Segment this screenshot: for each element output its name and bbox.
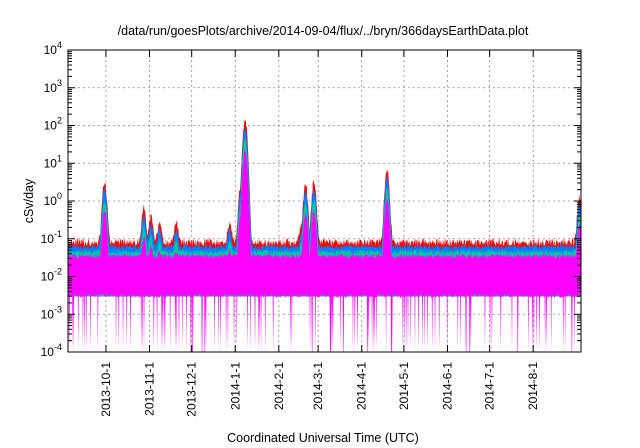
x-tick-label: 2014-1-1 — [228, 362, 242, 410]
y-tick-label: 102 — [44, 116, 62, 133]
x-tick-label: 2014-5-1 — [397, 362, 411, 410]
x-axis: 2013-10-1 2013-11-1 2013-12-1 2014-1-1 2014-… — [99, 362, 540, 417]
y-tick-label: 10-1 — [41, 229, 62, 246]
y-tick-label: 104 — [44, 40, 62, 57]
x-tick-label: 2013-11-1 — [143, 362, 157, 416]
x-tick-label: 2014-6-1 — [440, 362, 454, 410]
y-axis-label: cSv/day — [22, 178, 36, 223]
y-tick-label: 10-4 — [41, 342, 62, 359]
grid — [68, 50, 581, 352]
x-tick-label: 2013-12-1 — [185, 362, 199, 417]
y-tick-label: 101 — [44, 153, 62, 170]
x-tick-label: 2014-8-1 — [526, 362, 540, 410]
y-axis: 10-4 10-3 10-2 10-1 100 101 102 103 104 — [41, 40, 62, 359]
x-tick-label: 2014-2-1 — [272, 362, 286, 410]
axis-ticks — [68, 49, 581, 353]
x-tick-label: 2013-10-1 — [99, 362, 113, 417]
y-tick-label: 103 — [44, 78, 62, 95]
chart-title: /data/run/goesPlots/archive/2014-09-04/f… — [118, 24, 529, 38]
y-tick-label: 10-2 — [41, 267, 62, 284]
x-tick-label: 2014-7-1 — [483, 362, 497, 410]
y-tick-label: 10-3 — [41, 304, 62, 321]
x-axis-label: Coordinated Universal Time (UTC) — [227, 431, 419, 445]
plot-area — [68, 119, 581, 352]
y-tick-label: 100 — [44, 191, 62, 208]
x-tick-label: 2014-4-1 — [355, 362, 369, 410]
x-tick-label: 2014-3-1 — [311, 362, 325, 410]
